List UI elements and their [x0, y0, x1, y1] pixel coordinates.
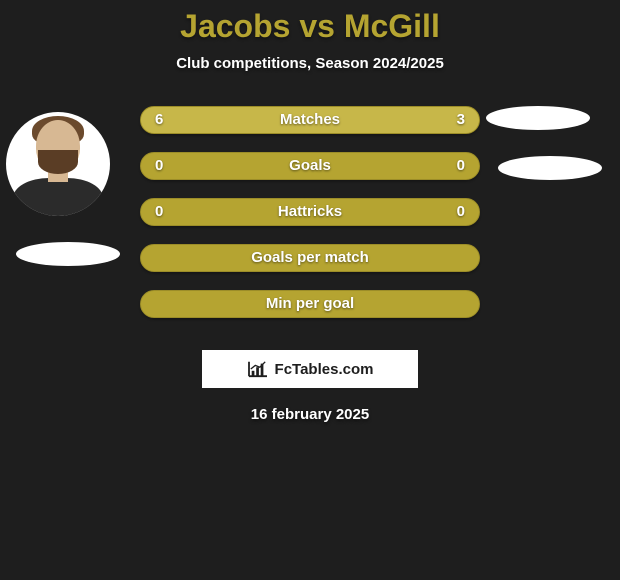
fctables-logo: FcTables.com	[202, 350, 418, 388]
avatar-beard	[38, 150, 78, 174]
comparison-card: Jacobs vs McGill Club competitions, Seas…	[0, 0, 620, 580]
player-right-name-oval-1	[486, 106, 590, 130]
player-left-name-oval	[16, 242, 120, 266]
stat-bar: Min per goal	[140, 290, 480, 318]
page-subtitle: Club competitions, Season 2024/2025	[0, 55, 620, 72]
player-left-avatar	[6, 112, 110, 216]
stat-bar: 00Goals	[140, 152, 480, 180]
avatar-shirt	[13, 178, 103, 216]
stat-label: Matches	[141, 111, 479, 128]
date-text: 16 february 2025	[0, 406, 620, 423]
stat-bars: 63Matches 00Goals 00Hattricks Goals per mat…	[140, 106, 480, 336]
stat-label: Goals	[141, 157, 479, 174]
stat-bar: 00Hattricks	[140, 198, 480, 226]
stat-bar: 63Matches	[140, 106, 480, 134]
stat-bar: Goals per match	[140, 244, 480, 272]
page-title: Jacobs vs McGill	[0, 0, 620, 45]
logo-text: FcTables.com	[275, 361, 374, 378]
stat-label: Min per goal	[141, 295, 479, 312]
chart-icon	[247, 360, 269, 378]
player-right-name-oval-2	[498, 156, 602, 180]
stat-label: Hattricks	[141, 203, 479, 220]
stat-label: Goals per match	[141, 249, 479, 266]
